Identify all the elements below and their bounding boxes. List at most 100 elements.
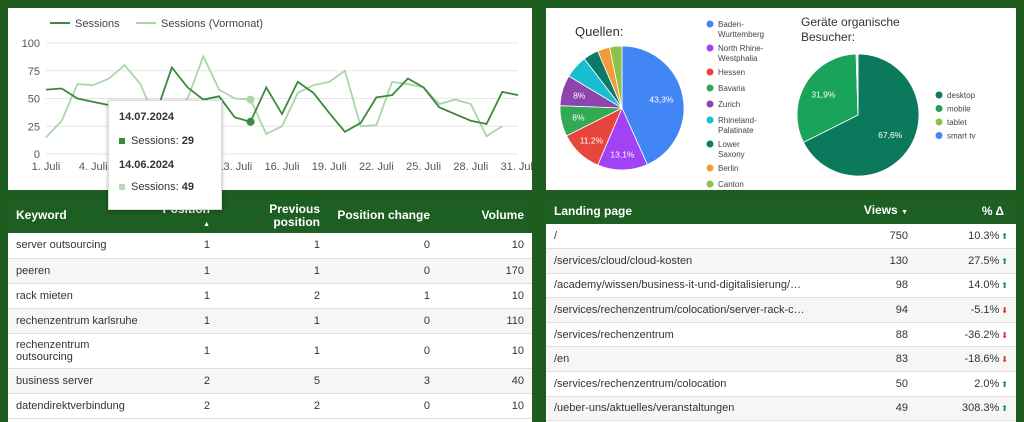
pie-slice-baden-wurttemberg[interactable] (621, 45, 685, 166)
chart-legend[interactable]: Sessions Sessions (Vormonat) (50, 18, 263, 30)
delta-value: 308.3% (961, 402, 1000, 415)
col-previous-position[interactable]: Previous position (218, 198, 328, 233)
col-position-change[interactable]: Position change (337, 208, 430, 222)
landing-page-cell[interactable]: / (546, 224, 816, 250)
previous-position-cell: 1 (218, 233, 328, 259)
landing-page-row[interactable]: /services/cloud/cloud-kosten 130 27.5% ⬆ (546, 248, 1016, 274)
devices-legend: desktop mobile tablet smart tv (935, 91, 976, 141)
keyword-row[interactable]: datendirektverbindung 2 2 0 10 (8, 393, 532, 419)
col-landing-page[interactable]: Landing page (554, 203, 632, 218)
x-tick-label: 16. Juli (265, 161, 300, 173)
landing-page-row[interactable]: /services/rechenzentrum/colocation 50 2.0%… (546, 371, 1016, 397)
landing-page-table: Landing page Views ▼ % Δ /750 10.3% ⬆/serv… (546, 198, 1016, 422)
legend-item[interactable]: Cantonof (706, 180, 744, 199)
legend-label: smart tv (947, 132, 975, 141)
landing-page-cell[interactable]: /services/rechenzentrum/colocation (546, 371, 816, 397)
delta-cell: 27.5% ⬆ (916, 248, 1016, 274)
keyword-row[interactable]: peeren 1 1 0 170 (8, 258, 532, 284)
arrow-down-icon: ⬇ (1001, 330, 1008, 340)
sources-legend: Baden-Wurttemberg North Rhine-Westphalia H… (706, 20, 765, 199)
landing-page-cell[interactable]: /services/rechenzentrum (546, 322, 816, 348)
landing-page-cell[interactable]: /services/rechenzentrum/colocation/serve… (546, 297, 816, 323)
landing-page-row[interactable]: /en 83 -18.6% ⬇ (546, 346, 1016, 373)
arrow-down-icon: ⬇ (1001, 306, 1008, 316)
legend-item[interactable]: mobile (935, 105, 972, 114)
delta-cell: 14.0% ⬆ (916, 273, 1016, 299)
legend-item[interactable]: Baden-Wurttemberg (706, 20, 765, 39)
legend-item[interactable]: Hessen (706, 68, 746, 77)
x-tick-label: 4. Juli (79, 161, 108, 173)
legend-item[interactable]: Zurich (706, 100, 741, 109)
legend-item[interactable]: Bavaria (706, 84, 746, 93)
hover-point-previous[interactable] (246, 95, 255, 104)
keyword-row[interactable]: rack mieten 1 2 1 10 (8, 283, 532, 309)
landing-page-row[interactable]: /services/rechenzentrum 88 -36.2% ⬇ (546, 322, 1016, 348)
tooltip-value-current: 29 (181, 135, 195, 147)
landing-page-row[interactable]: /ueber-uns/aktuelles/veranstaltungen 49 30… (546, 396, 1016, 422)
pie-slice-canton-of[interactable] (609, 45, 623, 109)
pie-slice-label: 67,6% (878, 130, 903, 140)
legend-item[interactable]: tablet (935, 118, 968, 127)
landing-page-row[interactable]: /750 10.3% ⬆ (546, 224, 1016, 250)
volume-cell: 40 (438, 368, 532, 394)
pie-slice-label: 43,3% (649, 95, 674, 105)
legend-dot (706, 140, 714, 148)
sort-desc-icon: ▼ (901, 208, 908, 216)
delta-value: 10.3% (968, 230, 1000, 243)
landing-page-cell[interactable]: /en (546, 346, 816, 373)
legend-item[interactable]: smart tv (935, 132, 976, 141)
position-change-cell: 0 (328, 308, 438, 334)
legend-item[interactable]: desktop (935, 91, 976, 100)
legend-dot (935, 132, 943, 139)
pie-slice-desktop[interactable] (802, 53, 920, 177)
landing-page-cell[interactable]: /academy/wissen/business-it-und-digitali… (546, 273, 816, 299)
hover-point-current[interactable] (246, 117, 255, 126)
legend-item[interactable]: Rhineland-Palatinate (706, 116, 758, 135)
delta-value: 27.5% (968, 254, 1000, 267)
landing-page-cell[interactable]: /ueber-uns/aktuelles/veranstaltungen (546, 396, 816, 422)
legend-item[interactable]: Berlin (706, 164, 739, 173)
position-cell: 2 (148, 393, 218, 419)
pie-slice-smart-tv[interactable] (856, 53, 859, 116)
col-delta[interactable]: % Δ (981, 203, 1004, 218)
col-views[interactable]: Views ▼ (816, 198, 916, 224)
swatch-current (119, 138, 125, 145)
previous-position-cell: 2 (218, 283, 328, 309)
keyword-row[interactable]: rechenzentrum karlsruhe 1 1 0 110 (8, 308, 532, 334)
position-change-cell: 1 (328, 283, 438, 309)
landing-page-cell[interactable]: /services/cloud/cloud-kosten (546, 248, 816, 274)
legend-label: Saxony (718, 150, 745, 159)
keyword-row[interactable]: server outsourcing 1 1 0 10 (8, 233, 532, 259)
legend-label: Baden- (718, 20, 744, 29)
sources-pie[interactable]: 43,3% 13,1% 11,2% 8% 8% (559, 45, 685, 171)
y-axis-ticks: 0 25 50 75 100 (22, 38, 40, 161)
pie-slice-mobile[interactable] (796, 53, 859, 143)
keyword-row[interactable]: rechenzentrum outsourcing 1 1 0 10 (8, 333, 532, 369)
col-previous-line2: position (273, 214, 320, 229)
legend-label: North Rhine- (718, 44, 764, 53)
legend-dot (706, 164, 714, 172)
pie-charts-panel: Quellen: 43,3% 13,1% 11,2% 8% 8% Baden- Wurtt… (546, 8, 1016, 199)
previous-position-cell: 5 (218, 368, 328, 394)
landing-page-row[interactable]: /services/rechenzentrum/colocation/serve… (546, 297, 1016, 323)
landing-page-row[interactable]: /academy/wissen/business-it-und-digitali… (546, 273, 1016, 299)
keyword-row[interactable]: business server 2 5 3 40 (8, 368, 532, 394)
tooltip-row-current: Sessions: 29 (119, 135, 194, 147)
delta-cell: -18.6% ⬇ (916, 346, 1016, 373)
legend-item[interactable]: North Rhine-Westphalia (706, 44, 764, 63)
x-tick-label: 1. Juli (32, 161, 61, 173)
col-keyword[interactable]: Keyword (16, 208, 67, 222)
y-tick-label: 50 (28, 94, 40, 106)
col-volume[interactable]: Volume (481, 208, 524, 222)
delta-value: 14.0% (968, 279, 1000, 292)
previous-position-cell: 2 (218, 393, 328, 419)
views-cell: 49 (816, 396, 916, 422)
sources-title: Quellen: (575, 24, 623, 39)
legend-label: Palatinate (718, 126, 754, 135)
col-previous-line1: Previous (269, 201, 320, 216)
delta-cell: -36.2% ⬇ (916, 322, 1016, 348)
devices-pie[interactable]: 67,6% 31,9% (796, 53, 920, 177)
x-tick-label: 13. Juli (217, 161, 252, 173)
